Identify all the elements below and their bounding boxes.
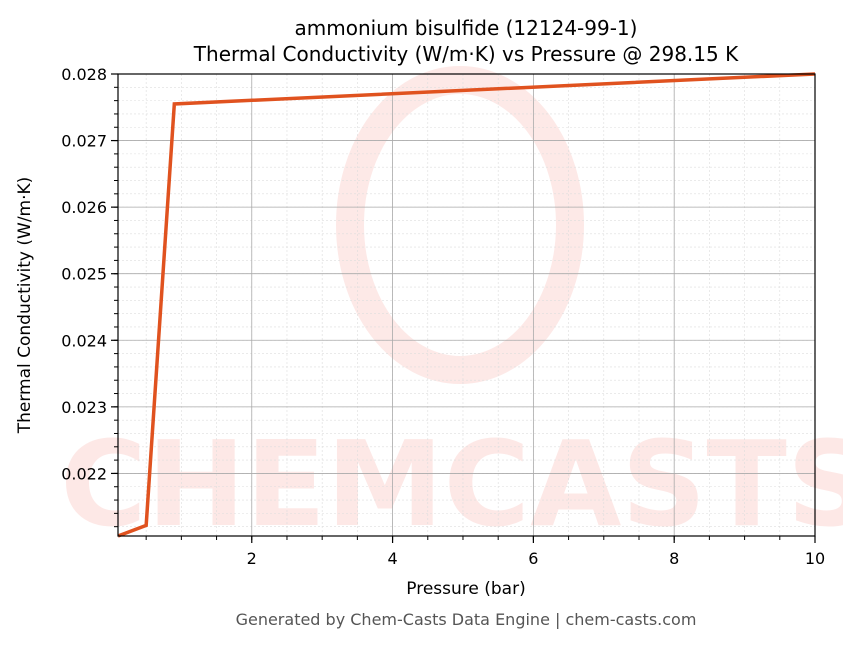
y-tick-label: 0.026 xyxy=(61,198,107,217)
ticks: 2 4 6 8 10 0.022 0.023 0.024 0.025 0.026 0.027 0.02… xyxy=(61,65,825,568)
x-axis-label: Pressure (bar) xyxy=(406,579,525,599)
x-tick-label: 4 xyxy=(387,549,397,568)
x-tick-label: 10 xyxy=(805,549,825,568)
y-tick-label: 0.024 xyxy=(61,331,107,350)
series-line xyxy=(117,72,816,538)
y-tick-label: 0.028 xyxy=(61,65,107,84)
x-tick-label: 8 xyxy=(669,549,679,568)
x-tick-label: 6 xyxy=(528,549,538,568)
y-tick-label: 0.023 xyxy=(61,398,107,417)
watermark-logo xyxy=(336,66,584,384)
y-tick-label: 0.025 xyxy=(61,265,107,284)
watermark: CHEMCASTS xyxy=(60,66,843,553)
y-axis-label: Thermal Conductivity (W/m·K) xyxy=(15,177,35,435)
footer: Generated by Chem-Casts Data Engine | ch… xyxy=(236,610,697,629)
chart-title: ammonium bisulfide (12124-99-1) xyxy=(295,16,638,40)
y-tick-label: 0.022 xyxy=(61,464,107,483)
watermark-text: CHEMCASTS xyxy=(60,415,843,553)
chart-subtitle: Thermal Conductivity (W/m·K) vs Pressure… xyxy=(193,42,739,66)
y-tick-label: 0.027 xyxy=(61,132,107,151)
plot-frame xyxy=(117,73,816,537)
x-tick-label: 2 xyxy=(247,549,257,568)
